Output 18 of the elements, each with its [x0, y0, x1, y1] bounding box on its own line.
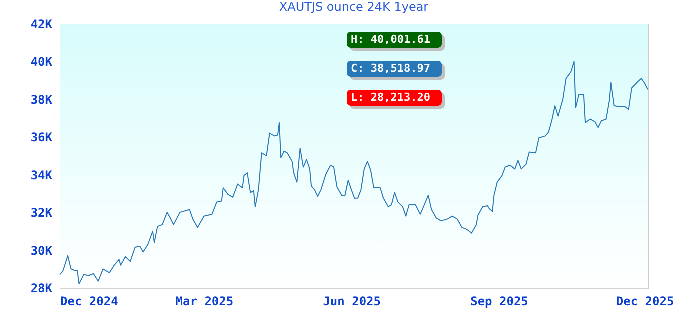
x-tick-label: Jun 2025	[323, 294, 381, 308]
y-tick-label: 36K	[30, 130, 54, 145]
line-series	[60, 61, 648, 285]
annotation: L: 28,213.20	[351, 91, 430, 104]
y-tick-label: 42K	[30, 18, 54, 32]
y-tick-label: 40K	[30, 55, 54, 70]
x-tick-label: Dec 2024	[60, 294, 118, 308]
x-tick-label: Sep 2025	[470, 294, 528, 308]
annotation: H: 40,001.61	[351, 33, 431, 46]
y-tick-label: 30K	[30, 244, 54, 258]
x-tick-label: Dec 2025	[616, 294, 674, 308]
y-tick-label: 34K	[30, 168, 54, 182]
y-tick-label: 32K	[30, 206, 54, 220]
y-tick-label: 38K	[30, 92, 54, 107]
annotation: C: 38,518.97	[351, 62, 430, 75]
y-tick-label: 28K	[30, 282, 54, 296]
x-tick-label: Mar 2025	[176, 294, 234, 308]
chart-title: XAUTJS ounce 24K 1year	[279, 0, 429, 14]
